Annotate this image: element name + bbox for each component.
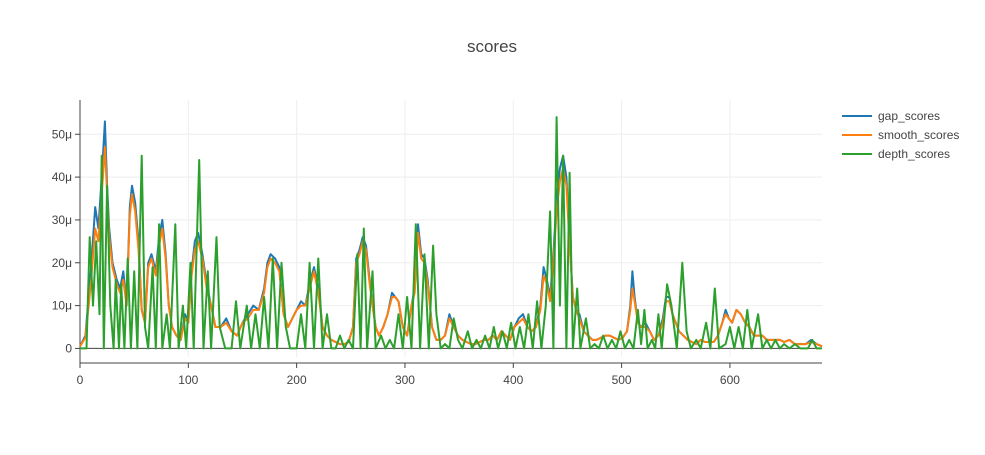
x-tick-label: 0 [77, 373, 84, 387]
y-tick-label: 20μ [52, 256, 72, 270]
y-tick-label: 0 [65, 341, 72, 355]
legend-label-depth-scores[interactable]: depth_scores [878, 147, 950, 161]
y-tick-label: 30μ [52, 213, 72, 227]
axes: 0 10μ 20μ 30μ 40μ 50μ 0 100 200 300 400 500 600 [52, 100, 822, 387]
series-line-depth-scores [80, 116, 822, 350]
series-lines [79, 116, 823, 350]
x-tick-label: 300 [395, 373, 415, 387]
legend[interactable]: gap_scores smooth_scores depth_scores [842, 109, 959, 161]
x-tick-label: 600 [720, 373, 740, 387]
x-tick-label: 500 [612, 373, 632, 387]
x-tick-label: 400 [503, 373, 523, 387]
series-line-gap-scores [79, 120, 823, 348]
x-tick-label: 200 [287, 373, 307, 387]
legend-label-gap-scores[interactable]: gap_scores [878, 109, 940, 123]
x-tick-label: 100 [178, 373, 198, 387]
chart-title: scores [467, 37, 517, 56]
y-tick-label: 50μ [52, 127, 72, 141]
legend-label-smooth-scores[interactable]: smooth_scores [878, 128, 959, 142]
y-tick-label: 10μ [52, 299, 72, 313]
y-tick-label: 40μ [52, 170, 72, 184]
